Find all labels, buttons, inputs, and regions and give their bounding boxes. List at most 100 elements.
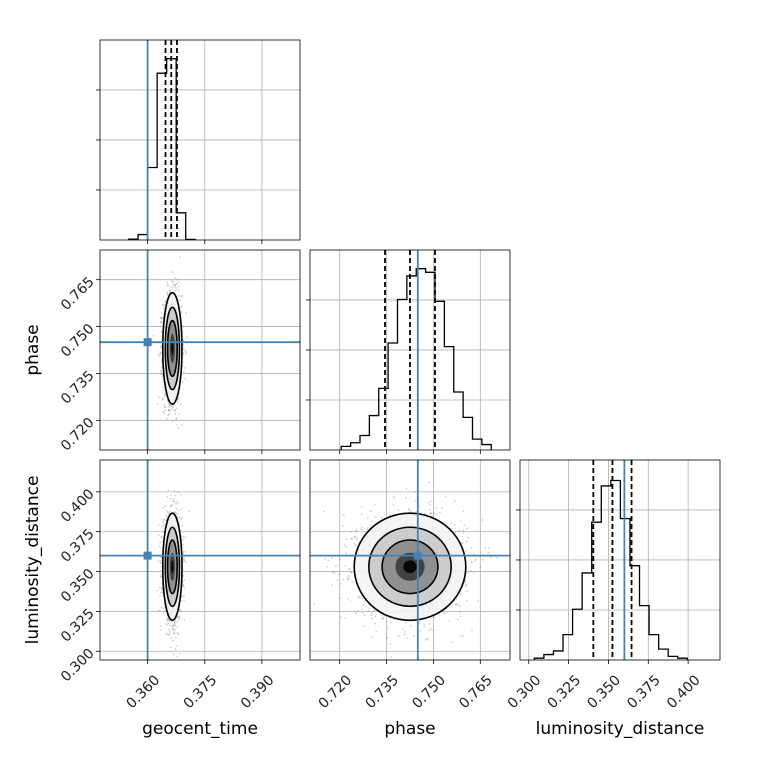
sample-point <box>169 505 172 508</box>
sample-point <box>164 406 167 408</box>
sample-point <box>406 637 409 639</box>
sample-point <box>162 518 165 521</box>
sample-point <box>186 336 188 338</box>
sample-point <box>439 511 441 514</box>
sample-point <box>175 282 178 285</box>
sample-point <box>450 527 453 530</box>
sample-point <box>371 617 373 620</box>
scatter-panel-phase-vs-luminosity_distance <box>309 459 511 664</box>
sample-point <box>429 512 432 515</box>
sample-point <box>403 633 406 636</box>
sample-point <box>184 349 187 352</box>
sample-point <box>389 621 392 624</box>
sample-point <box>163 403 166 406</box>
sample-point <box>168 404 171 406</box>
sample-point <box>177 398 180 400</box>
sample-point <box>454 500 456 502</box>
sample-point <box>170 637 173 640</box>
sample-point <box>168 413 171 415</box>
sample-point <box>182 558 185 561</box>
sample-point <box>157 354 160 356</box>
sample-point <box>182 325 185 328</box>
sample-point <box>177 401 180 404</box>
sample-point <box>182 585 184 588</box>
density-levels <box>161 291 183 406</box>
sample-point <box>175 636 177 639</box>
sample-point <box>161 312 163 315</box>
panel-frame <box>99 39 301 241</box>
sample-point <box>169 404 172 406</box>
sample-point <box>183 599 185 602</box>
sample-point <box>344 616 347 619</box>
sample-point <box>459 520 462 523</box>
sample-point <box>433 616 436 618</box>
sample-point <box>428 629 431 632</box>
sample-point <box>182 344 185 347</box>
sample-point <box>163 603 166 605</box>
sample-point <box>184 352 187 355</box>
sample-point <box>167 628 170 631</box>
sample-point <box>165 633 168 636</box>
sample-point <box>185 561 188 564</box>
sample-point <box>410 625 412 627</box>
sample-point <box>176 655 179 658</box>
sample-point <box>327 559 330 562</box>
sample-point <box>181 516 183 519</box>
sample-point <box>167 414 170 417</box>
sample-point <box>182 584 185 587</box>
sample-point <box>454 531 457 534</box>
sample-point <box>163 609 166 612</box>
histogram-panel-geocent_time <box>96 39 301 244</box>
sample-point <box>173 490 176 492</box>
sample-point <box>171 406 173 408</box>
sample-point <box>171 628 174 631</box>
sample-point <box>465 549 468 552</box>
sample-point <box>386 626 389 629</box>
sample-point <box>403 631 406 633</box>
sample-point <box>159 576 162 578</box>
sample-point <box>174 620 176 623</box>
sample-point <box>157 560 160 563</box>
sample-point <box>173 621 176 624</box>
sample-point <box>178 617 181 619</box>
sample-point <box>432 514 435 517</box>
sample-point <box>162 410 165 413</box>
sample-point <box>392 495 395 498</box>
sample-point <box>171 420 174 423</box>
sample-point <box>177 618 180 621</box>
sample-point <box>179 403 182 406</box>
sample-point <box>157 523 160 526</box>
sample-point <box>174 511 177 514</box>
sample-point <box>166 283 169 286</box>
sample-point <box>173 621 176 624</box>
sample-point <box>161 540 164 543</box>
sample-point <box>160 373 163 376</box>
sample-point <box>342 514 345 517</box>
sample-point <box>374 622 376 625</box>
sample-point <box>163 393 166 395</box>
sample-point <box>183 559 186 562</box>
sample-point <box>374 615 377 618</box>
sample-point <box>156 589 159 592</box>
sample-point <box>164 395 166 397</box>
sample-point <box>160 321 163 324</box>
sample-point <box>183 557 186 560</box>
sample-point <box>450 522 453 524</box>
sample-point <box>172 500 175 503</box>
sample-point <box>161 535 163 538</box>
contour-line <box>161 291 183 406</box>
sample-point <box>331 571 334 574</box>
sample-point <box>178 294 180 297</box>
density-fill <box>171 341 174 356</box>
sample-point <box>370 510 372 513</box>
sample-point <box>160 345 163 347</box>
sample-point <box>176 513 179 516</box>
sample-point <box>160 317 163 320</box>
truth-marker <box>143 338 152 347</box>
sample-point <box>359 597 362 599</box>
sample-point <box>375 630 378 633</box>
sample-point <box>169 646 172 649</box>
sample-point <box>185 351 188 354</box>
sample-point <box>338 597 341 600</box>
